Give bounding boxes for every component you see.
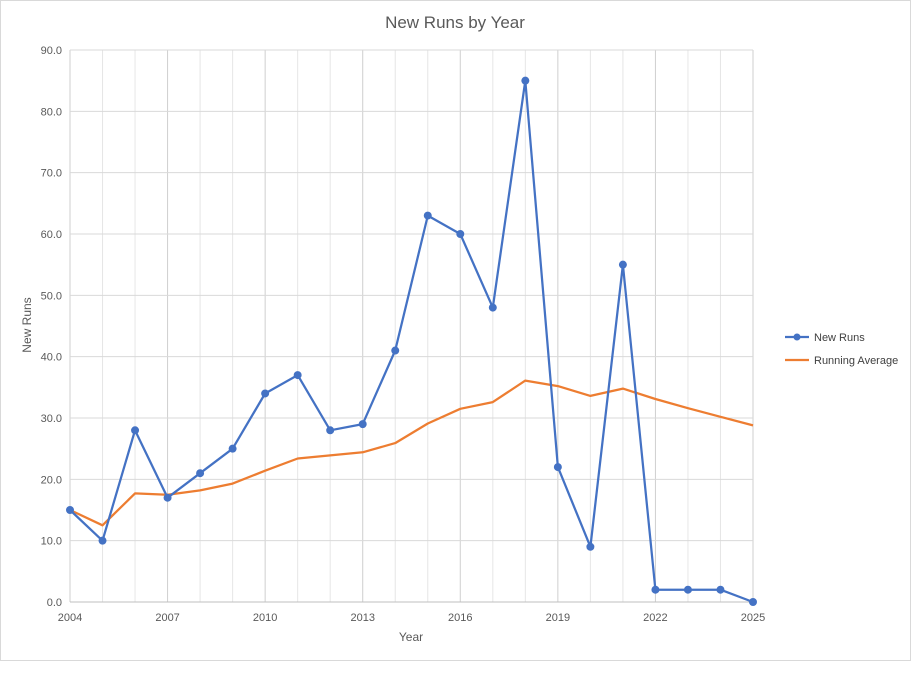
y-axis-label: New Runs bbox=[20, 297, 34, 352]
data-point-new-runs bbox=[488, 303, 497, 312]
data-point-new-runs bbox=[683, 585, 692, 594]
y-axis-ticks: 0.0 10.0 20.0 30.0 40.0 50.0 60.0 70.0 80.0 90.0 bbox=[41, 45, 62, 609]
data-point-new-runs bbox=[586, 542, 595, 551]
y-tick-label: 90.0 bbox=[41, 45, 62, 57]
data-point-new-runs bbox=[651, 585, 660, 594]
chart-title: New Runs by Year bbox=[385, 13, 525, 32]
data-point-new-runs bbox=[131, 426, 140, 435]
legend-label-new-runs: New Runs bbox=[814, 332, 865, 344]
data-point-new-runs bbox=[358, 420, 367, 429]
y-tick-label: 30.0 bbox=[41, 413, 62, 425]
data-point-new-runs bbox=[553, 463, 562, 472]
gridlines bbox=[69, 49, 754, 603]
legend-marker-new-runs bbox=[793, 333, 801, 341]
data-point-new-runs bbox=[456, 230, 465, 238]
x-tick-label: 2022 bbox=[643, 612, 667, 624]
x-tick-label: 2016 bbox=[448, 612, 472, 624]
x-tick-label: 2010 bbox=[253, 612, 277, 624]
legend: New Runs Running Average bbox=[785, 332, 898, 367]
x-tick-label: 2004 bbox=[58, 612, 82, 624]
data-point-new-runs bbox=[423, 211, 432, 220]
x-axis-label: Year bbox=[399, 630, 423, 644]
data-point-new-runs bbox=[98, 536, 107, 545]
data-point-new-runs bbox=[196, 469, 205, 478]
legend-label-running-average: Running Average bbox=[814, 355, 898, 367]
data-point-new-runs bbox=[163, 493, 172, 502]
x-tick-label: 2013 bbox=[350, 612, 374, 624]
y-tick-label: 60.0 bbox=[41, 229, 62, 241]
series-line-running-average bbox=[69, 379, 754, 527]
y-tick-label: 70.0 bbox=[41, 168, 62, 180]
y-tick-label: 40.0 bbox=[41, 352, 62, 364]
data-point-new-runs bbox=[716, 585, 725, 594]
series-line-new-runs bbox=[69, 79, 754, 604]
data-point-new-runs bbox=[326, 426, 335, 435]
x-axis-ticks: 2004 2007 2010 2013 2016 2019 2022 2025 bbox=[58, 612, 765, 624]
data-point-new-runs bbox=[66, 506, 74, 514]
data-point-new-runs bbox=[391, 346, 400, 355]
y-tick-label: 10.0 bbox=[41, 536, 62, 548]
y-tick-label: 0.0 bbox=[47, 597, 62, 609]
x-tick-label: 2019 bbox=[546, 612, 570, 624]
y-tick-label: 20.0 bbox=[41, 474, 62, 486]
y-tick-label: 80.0 bbox=[41, 106, 62, 118]
data-point-new-runs bbox=[521, 76, 530, 85]
y-tick-label: 50.0 bbox=[41, 290, 62, 302]
x-tick-label: 2025 bbox=[741, 612, 765, 624]
data-point-new-runs bbox=[293, 371, 302, 380]
data-point-new-runs bbox=[749, 598, 757, 606]
plot-area bbox=[66, 76, 757, 606]
chart-area bbox=[0, 0, 911, 661]
data-point-new-runs bbox=[618, 260, 627, 269]
data-point-new-runs bbox=[261, 389, 270, 398]
data-point-new-runs bbox=[228, 444, 237, 453]
x-tick-label: 2007 bbox=[155, 612, 179, 624]
